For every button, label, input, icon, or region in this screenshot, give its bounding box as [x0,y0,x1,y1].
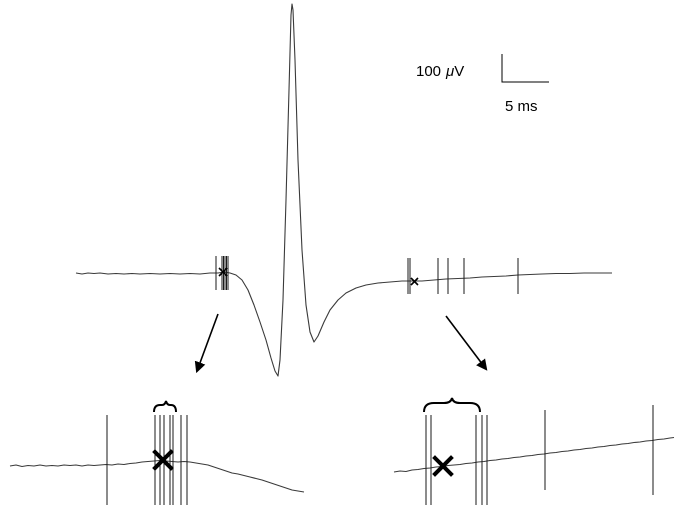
voltage-unit-symbol: μ [445,63,454,80]
left-zoom-trace [9,459,305,493]
scale-bar: 100 μV 5 ms [416,54,549,115]
left-zoom-panel [9,400,305,505]
scale-bar-lines [501,54,549,83]
right-cross-small [410,277,419,286]
arrow-to-right-zoom [445,315,488,371]
main-waveform [75,3,612,377]
voltage-scale-label: 100 μV [416,63,464,80]
right-marker-lines [407,258,519,294]
left-cross-large [152,449,174,471]
spike-trace [75,3,612,377]
right-cross-large [432,455,454,477]
left-cross-small [218,267,228,277]
right-zoom-trace [393,436,675,473]
voltage-unit: V [454,63,464,80]
arrow-to-left-zoom [194,313,219,374]
right-brace [423,397,481,413]
right-zoom-panel [393,397,675,505]
time-scale-label: 5 ms [505,98,538,115]
voltage-value: 100 [416,63,441,80]
left-brace [153,400,177,413]
